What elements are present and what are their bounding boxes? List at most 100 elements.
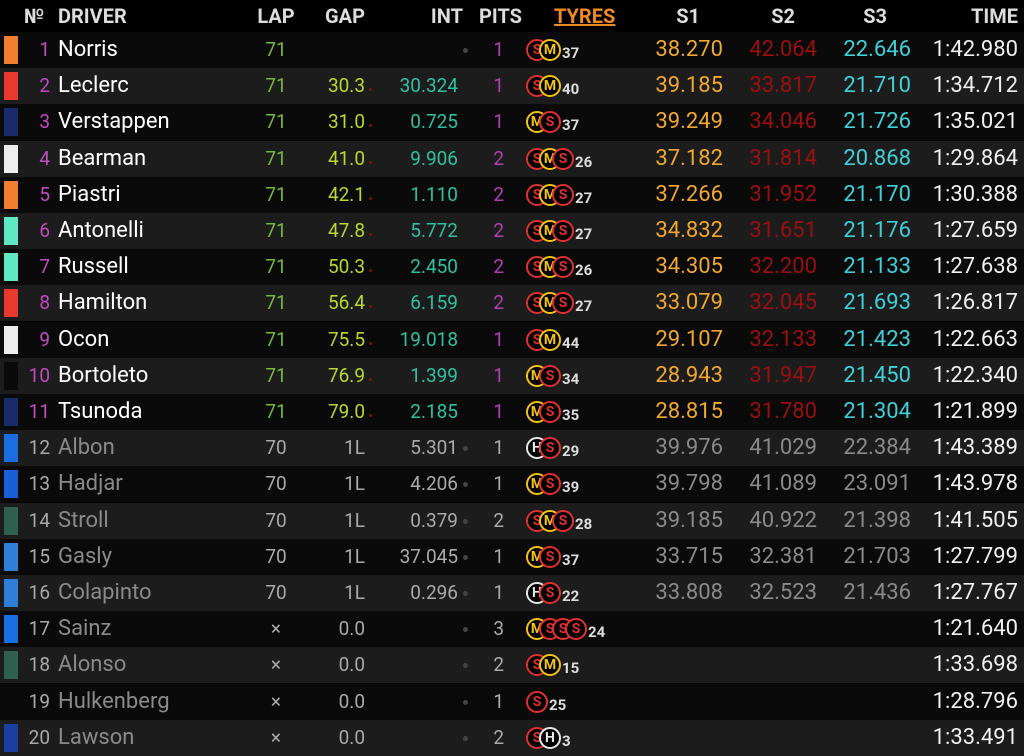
team-color xyxy=(4,434,18,463)
gap-marker xyxy=(369,377,372,381)
lap-time: 1:27.799 xyxy=(932,543,1018,569)
interval: 0.725 xyxy=(410,110,458,134)
team-color xyxy=(4,579,18,607)
sector-2: 32.045 xyxy=(749,290,817,316)
position: 17 xyxy=(28,617,50,641)
sector-2: 31.814 xyxy=(749,145,817,171)
sector-1: 28.943 xyxy=(655,362,723,388)
interval-marker xyxy=(463,518,468,524)
tyre-age: 3 xyxy=(562,731,571,750)
sector-1: 34.832 xyxy=(655,218,723,243)
driver-name: Lawson xyxy=(58,724,135,750)
tyre-compound: S xyxy=(552,256,574,279)
team-color xyxy=(4,289,18,318)
column-header[interactable]: TYRES xyxy=(554,4,616,28)
position: 11 xyxy=(28,400,50,423)
driver-name: Stroll xyxy=(58,507,109,533)
sector-1: 33.808 xyxy=(655,580,723,605)
tyre-compound: S xyxy=(539,545,561,568)
tyre-age: 25 xyxy=(549,695,567,714)
pit-stops: 2 xyxy=(493,508,504,532)
lap-time: 1:33.491 xyxy=(932,724,1018,750)
tyre-age: 26 xyxy=(575,261,593,280)
interval: 5.301 xyxy=(410,436,458,460)
column-header: INT xyxy=(430,4,463,28)
sector-3: 22.646 xyxy=(843,37,911,62)
lap-time: 1:26.817 xyxy=(932,290,1018,316)
driver-row: 12 Albon 70 1L 5.301 1 H S 29 39.976 41.029 22.384 1… xyxy=(0,430,1024,467)
sector-3: 21.398 xyxy=(843,507,911,533)
team-color xyxy=(4,144,18,173)
lap-time: 1:33.698 xyxy=(932,652,1018,678)
position: 18 xyxy=(28,653,50,677)
driver-row: 7 Russell 71 50.3 2.450 2 S M S 26 34.305 32.200 21.… xyxy=(0,249,1024,286)
tyre-compound: M xyxy=(539,75,561,98)
driver-row: 11 Tsunoda 71 79.0 2.185 1 M S 35 28.815 31.780 21.… xyxy=(0,394,1024,430)
tyre-age: 27 xyxy=(575,188,593,207)
tyre-age: 35 xyxy=(562,406,580,424)
gap: 76.9 xyxy=(327,363,365,387)
sector-3: 21.710 xyxy=(843,73,911,99)
position: 20 xyxy=(28,725,50,749)
sector-2: 31.651 xyxy=(749,218,817,243)
gap-marker xyxy=(369,88,372,92)
interval: 19.018 xyxy=(399,327,458,351)
driver-name: Albon xyxy=(58,435,115,461)
driver-name: Hamilton xyxy=(58,290,148,316)
sector-3: 21.170 xyxy=(843,181,911,207)
sector-2: 32.200 xyxy=(749,254,817,280)
tyre-compound: S xyxy=(552,220,574,242)
gap: 47.8 xyxy=(327,219,365,242)
tyre-age: 37 xyxy=(562,550,580,569)
gap-marker xyxy=(369,196,372,200)
position: 9 xyxy=(39,327,50,351)
gap: 0.0 xyxy=(338,653,365,677)
column-header: S3 xyxy=(863,4,887,28)
lap: 71 xyxy=(265,255,287,279)
driver-row: 10 Bortoleto 71 76.9 1.399 1 M S 34 28.943 31.947 2… xyxy=(0,357,1024,394)
gap-marker xyxy=(369,233,372,236)
team-color xyxy=(4,180,18,209)
tyre-age: 22 xyxy=(562,587,580,605)
tyre-compound: S xyxy=(565,618,587,641)
sector-1: 39.249 xyxy=(655,109,723,135)
driver-name: Gasly xyxy=(58,543,113,569)
lap: 71 xyxy=(265,182,287,206)
position: 14 xyxy=(28,508,50,532)
pit-stops: 2 xyxy=(493,219,504,242)
tyre-compound: S xyxy=(526,690,548,713)
interval-marker xyxy=(463,48,468,53)
driver-name: Leclerc xyxy=(58,73,129,99)
position: 1 xyxy=(39,38,50,61)
team-color xyxy=(4,398,18,426)
gap: 50.3 xyxy=(327,255,365,279)
driver-name: Bortoleto xyxy=(58,362,149,388)
tyre-age: 34 xyxy=(562,369,580,388)
column-header: PITS xyxy=(478,4,522,28)
gap: 30.3 xyxy=(327,74,365,98)
driver-row: 1 Norris 71 1 S M 37 38.270 42.064 22.646 1:42.980 xyxy=(0,32,1024,68)
lap-time: 1:42.980 xyxy=(932,37,1018,62)
interval-marker xyxy=(463,554,468,560)
gap-marker xyxy=(369,269,372,273)
sector-2: 41.089 xyxy=(749,471,817,497)
team-color xyxy=(4,506,18,535)
sector-3: 22.384 xyxy=(843,435,911,461)
team-color xyxy=(4,723,18,752)
lap-time: 1:41.505 xyxy=(932,507,1018,533)
driver-row: 5 Piastri 71 42.1 1.110 2 S M S 27 37.266 31.952 21.… xyxy=(0,176,1024,213)
lap-time: 1:22.340 xyxy=(932,362,1018,388)
lap: 71 xyxy=(265,74,287,98)
position: 15 xyxy=(28,544,50,568)
lap-time: 1:21.640 xyxy=(932,616,1018,642)
pit-stops: 1 xyxy=(493,327,504,351)
driver-name: Piastri xyxy=(58,181,121,207)
column-header: № xyxy=(24,4,45,28)
tyre-age: 15 xyxy=(562,659,580,678)
lap-time: 1:28.796 xyxy=(932,688,1018,714)
tyre-compound: S xyxy=(539,364,561,387)
driver-row: 2 Leclerc 71 30.3 30.324 1 S M 40 39.185 33.817 21.… xyxy=(0,68,1024,105)
sector-3: 21.693 xyxy=(843,290,911,316)
position: 6 xyxy=(39,219,50,242)
gap: 75.5 xyxy=(327,327,365,351)
